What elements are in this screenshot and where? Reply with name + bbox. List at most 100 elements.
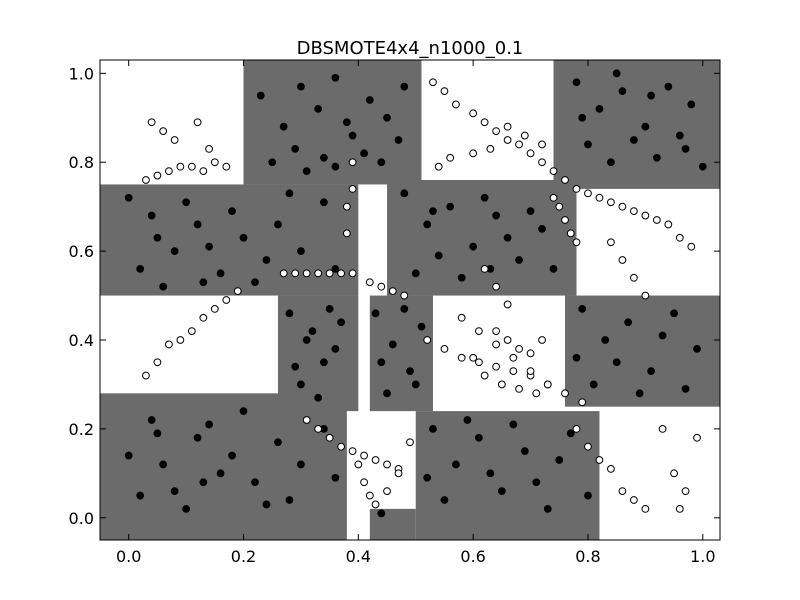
majority-point <box>251 478 259 487</box>
minority-point <box>383 487 391 496</box>
majority-point <box>308 327 317 336</box>
minority-point <box>515 384 523 393</box>
majority-point <box>136 264 145 273</box>
majority-point <box>641 122 650 131</box>
minority-point <box>199 167 208 176</box>
majority-point <box>262 256 271 264</box>
majority-point <box>193 433 202 442</box>
y-tick-label: 0.6 <box>69 242 94 261</box>
x-tick-label: 0.2 <box>231 547 256 566</box>
minority-point <box>388 287 397 296</box>
majority-point <box>538 224 546 233</box>
majority-point <box>429 207 437 216</box>
chart-title: DBSMOTE4x4_n1000_0.1 <box>297 38 524 59</box>
minority-point <box>618 202 627 211</box>
minority-point <box>572 184 581 193</box>
majority-point <box>693 344 701 353</box>
majority-point <box>469 242 478 251</box>
majority-point <box>182 504 191 513</box>
minority-point <box>342 202 351 211</box>
minority-point <box>159 127 168 136</box>
minority-point <box>561 176 569 184</box>
majority-point <box>578 113 587 122</box>
minority-point <box>314 269 323 278</box>
minority-point <box>452 100 460 109</box>
majority-point <box>515 256 523 264</box>
majority-point <box>199 478 208 487</box>
majority-point <box>365 96 374 104</box>
majority-point <box>199 278 208 287</box>
minority-point <box>629 273 638 282</box>
majority-point <box>434 251 443 260</box>
minority-point <box>629 496 638 504</box>
majority-point <box>159 460 168 469</box>
majority-point <box>578 304 587 313</box>
minority-point <box>365 278 374 287</box>
majority-point <box>572 353 581 362</box>
majority-point <box>675 131 684 140</box>
minority-point <box>170 136 179 144</box>
minority-point <box>503 336 512 344</box>
minority-point <box>652 216 661 224</box>
minority-point <box>693 433 701 442</box>
minority-point <box>578 398 587 407</box>
majority-point <box>297 247 305 256</box>
minority-point <box>474 327 483 336</box>
majority-point <box>635 389 644 398</box>
minority-point <box>543 380 552 389</box>
minority-point <box>572 238 581 247</box>
minority-point <box>147 118 156 127</box>
minority-point <box>348 184 357 193</box>
minority-point <box>658 424 667 433</box>
majority-point <box>509 420 518 429</box>
minority-point <box>176 162 185 171</box>
majority-point <box>147 211 156 220</box>
majority-point <box>400 82 409 91</box>
minority-point <box>371 456 380 464</box>
majority-point <box>285 496 294 504</box>
x-tick-label: 1.0 <box>690 547 715 566</box>
majority-point <box>153 429 162 438</box>
minority-point <box>434 162 443 171</box>
majority-point <box>480 193 489 202</box>
minority-point <box>503 300 512 309</box>
y-tick-label: 1.0 <box>69 64 94 83</box>
minority-point <box>509 353 518 362</box>
majority-point <box>182 198 191 207</box>
majority-point <box>216 269 225 278</box>
minority-point <box>607 464 615 473</box>
minority-point <box>538 140 546 149</box>
majority-point <box>474 433 483 442</box>
minority-point <box>440 344 449 353</box>
minority-point <box>469 109 478 118</box>
majority-point <box>256 91 265 100</box>
majority-point <box>687 100 696 109</box>
majority-point <box>205 242 213 251</box>
majority-point <box>251 278 259 287</box>
majority-point <box>520 447 529 456</box>
minority-point <box>314 424 323 433</box>
minority-point <box>142 176 150 184</box>
minority-point <box>457 353 466 362</box>
minority-point <box>469 149 478 158</box>
majority-point <box>331 344 340 353</box>
majority-point <box>170 247 179 256</box>
majority-point <box>612 358 621 367</box>
majority-point <box>446 202 455 211</box>
majority-point <box>205 420 213 429</box>
majority-point <box>228 451 236 460</box>
majority-point <box>371 309 380 318</box>
minority-point <box>681 487 690 496</box>
minority-point <box>618 487 627 496</box>
y-tick-label: 0.0 <box>69 509 94 528</box>
majority-point <box>319 153 328 162</box>
majority-point <box>400 304 409 313</box>
majority-point <box>572 78 581 87</box>
majority-point <box>595 104 604 113</box>
majority-point <box>647 91 656 100</box>
majority-point <box>698 162 707 171</box>
majority-point <box>124 193 133 202</box>
y-tick-label: 0.4 <box>69 331 94 350</box>
minority-point <box>480 264 489 273</box>
minority-point <box>302 269 311 278</box>
